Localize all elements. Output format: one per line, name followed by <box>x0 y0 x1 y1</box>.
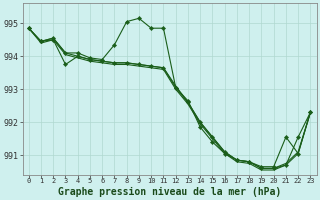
X-axis label: Graphe pression niveau de la mer (hPa): Graphe pression niveau de la mer (hPa) <box>58 186 281 197</box>
